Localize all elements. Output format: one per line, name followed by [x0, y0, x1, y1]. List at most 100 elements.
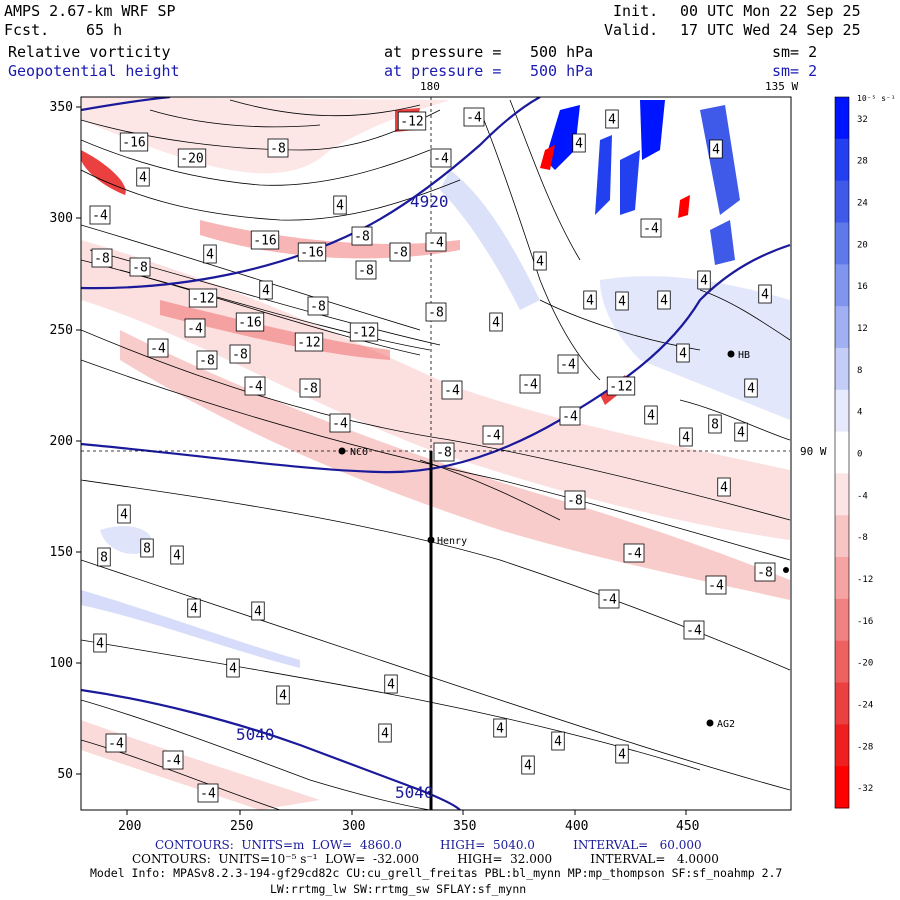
colorbar-swatch: [835, 598, 849, 642]
height-contour-upper: [81, 97, 171, 112]
vorticity-label: -4: [187, 322, 203, 337]
strong-positive-vorticity: [710, 220, 735, 265]
vorticity-label: -4: [108, 737, 124, 752]
positive-vorticity-patch: [81, 590, 300, 668]
vorticity-label: 4: [279, 689, 287, 704]
y-tick-350: 350: [50, 100, 73, 115]
vorticity-label: 4: [554, 735, 562, 750]
vorticity-label-box: [378, 723, 392, 743]
vorticity-label-box: [676, 343, 690, 363]
vorticity-label: -12: [400, 115, 423, 130]
vorticity-label: 4: [492, 316, 500, 331]
colorbar-tick-label: 28: [857, 157, 868, 167]
vorticity-label-box: [389, 242, 411, 262]
colorbar-swatch: [835, 138, 849, 182]
init-time: 00 UTC Mon 22 Sep 25: [680, 2, 861, 20]
station-ag2-marker: [706, 719, 714, 727]
colorbar-tick-label: -12: [857, 575, 873, 585]
colorbar-swatch: [835, 766, 849, 809]
vorticity-label: -4: [708, 579, 724, 594]
model-info-1: Model Info: MPASv8.2.3-194-gf29cd82c CU:…: [90, 866, 783, 880]
vorticity-label: 4: [647, 409, 655, 424]
colorbar-tick-label: -32: [857, 784, 873, 794]
negative-vorticity-band: [81, 720, 320, 810]
vorticity-label-box: [551, 731, 565, 751]
strong-positive-vorticity: [700, 105, 740, 215]
vorticity-label-box: [598, 589, 620, 609]
vorticity-label: -4: [522, 378, 538, 393]
vorticity-label: -12: [191, 292, 214, 307]
vorticity-label: -4: [562, 410, 578, 425]
vorticity-label: -4: [150, 342, 166, 357]
vorticity-label: -8: [567, 494, 583, 509]
vorticity-label: -8: [132, 261, 148, 276]
station-hb-marker: [727, 350, 735, 358]
vorticity-label-box: [97, 547, 111, 567]
vorticity-label: 4: [96, 637, 104, 652]
height-label-5040-a: 5040: [236, 725, 275, 744]
model-title: AMPS 2.67-km WRF SP: [4, 2, 176, 20]
edge-station-marker: [783, 567, 789, 573]
vorticity-label: 4: [381, 727, 389, 742]
height-contours: [81, 97, 791, 810]
vorticity-label-box: [196, 350, 218, 370]
vorticity-label-box: [397, 111, 427, 131]
strong-positive-vorticity: [620, 150, 640, 215]
colorbar-tick-label: -16: [857, 617, 873, 627]
vorticity-label: -4: [332, 417, 348, 432]
vorticity-label-box: [657, 290, 671, 310]
colorbar-tick-label: -20: [857, 659, 873, 669]
negative-vorticity-band: [160, 300, 390, 360]
height-contour-labels: 4920 5040 5040: [236, 192, 449, 802]
vorticity-label-box: [683, 620, 705, 640]
axis-ticks: [76, 106, 687, 815]
vorticity-label: -8: [436, 446, 452, 461]
positive-vorticity-patch: [600, 276, 790, 420]
vorticity-labels: -16 -20 -8 4 -4 4 -16 -16 -8 -8 -4 4 -8 -8 -8 4 -12 -8 -16…: [89, 107, 776, 803]
vorticity-label: -4: [643, 222, 659, 237]
vorticity-label-box: [615, 744, 629, 764]
colorbar-swatch: [835, 515, 849, 558]
vorticity-label-box: [384, 674, 398, 694]
vorticity-label-box: [533, 251, 547, 271]
valid-label: Valid.: [604, 21, 659, 39]
colorbar-swatch: [835, 431, 849, 474]
vorticity-label-box: [606, 376, 636, 396]
vorticity-label: 4: [747, 382, 755, 397]
colorbar-swatch: [835, 347, 849, 391]
strong-negative-vorticity: [678, 195, 690, 218]
field-2-pressure-label: at pressure =: [384, 62, 502, 80]
vorticity-label: 4: [712, 143, 720, 158]
height-label-4920: 4920: [410, 192, 449, 211]
vorticity-label: -8: [358, 264, 374, 279]
vorticity-label-box: [705, 575, 727, 595]
vorticity-label: -4: [433, 152, 449, 167]
vorticity-label: 4: [618, 748, 626, 763]
vorticity-label: -4: [601, 593, 617, 608]
vorticity-label: -16: [122, 136, 145, 151]
vorticity-label-box: [244, 376, 266, 396]
vorticity-label: -8: [757, 566, 773, 581]
vorticity-label: -8: [302, 382, 318, 397]
vorticity-label-box: [744, 378, 758, 398]
station-henry-label: Henry: [437, 536, 467, 547]
vorticity-label-box: [564, 490, 586, 510]
vorticity-label: 4: [262, 284, 270, 299]
height-contour-4980: [81, 243, 791, 474]
colorbar-tick-label: 16: [857, 282, 868, 292]
field-2-smooth: sm= 2: [772, 62, 818, 80]
vorticity-label-box: [519, 374, 541, 394]
vorticity-label-box: [119, 132, 149, 152]
vorticity-label-box: [557, 354, 579, 374]
vorticity-label-box: [177, 148, 207, 168]
vorticity-label-box: [708, 414, 722, 434]
model-info-2: LW:rrtmg_lw SW:rrtmg_sw SFLAY:sf_mynn: [270, 882, 527, 896]
vorticity-label-box: [226, 658, 240, 678]
colorbar-swatch: [835, 473, 849, 516]
vorticity-label-box: [259, 280, 273, 300]
vorticity-label-box: [188, 288, 218, 308]
vorticity-label: -4: [444, 384, 460, 399]
station-ag2: AG2: [706, 719, 735, 730]
colorbar-units: 10⁻⁵ s⁻¹: [857, 94, 896, 103]
